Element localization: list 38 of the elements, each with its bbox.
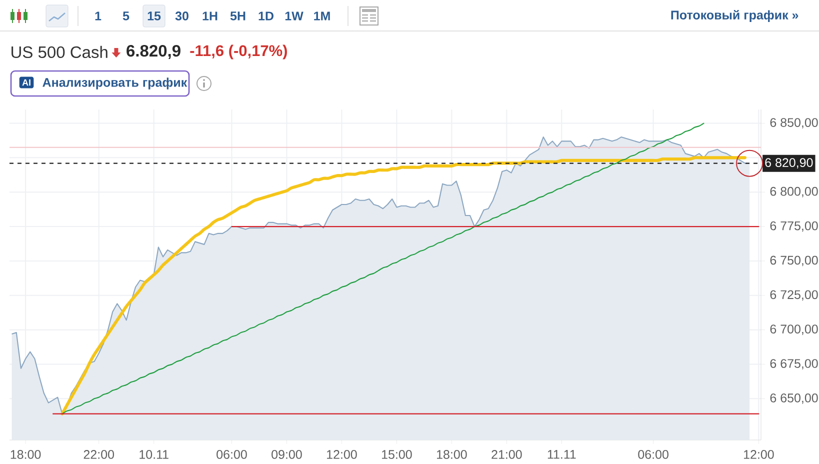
text: 15 [148,12,161,20]
text: 5H [230,12,246,20]
x-tick-label: 06:00 [638,450,668,459]
text: 1W [285,12,304,20]
line-series [60,156,746,416]
y-tick-label: 6 850,00 [770,118,818,128]
y-tick-label: 6 725,00 [770,290,818,301]
ref-line-label: 6 820,90 [765,158,813,169]
x-tick-label: 11.11 [548,450,576,459]
y-tick-label: 6 650,00 [770,393,818,404]
y-tick-label: 6 775,00 [770,221,818,232]
x-tick-label: 12:00 [327,450,357,459]
x-tick-label: 06:00 [216,450,247,459]
x-tick-label: 21:00 [492,450,522,459]
text: -11,6 (-0,17%) [190,44,287,60]
x-tick-label: 15:00 [382,450,412,459]
y-tick-label: 6 800,00 [770,186,818,198]
text: Анализировать график [42,78,188,90]
x-tick-label: 22:00 [84,450,114,459]
x-tick-label: 12:00 [744,450,774,459]
text: 1D [258,12,274,20]
chart-subtitle: 6.820,9 [126,44,180,60]
text: AI [22,79,30,86]
y-tick-label: 6 675,00 [770,359,818,370]
x-tick-label: 10.11 [140,450,168,459]
x-tick-label: 18:00 [10,450,41,459]
chart-title: US 500 Cash [12,46,108,58]
y-tick-label: 6 700,00 [770,324,818,335]
x-tick-label: 18:00 [437,450,467,459]
y-tick-label: 6 750,00 [770,256,818,266]
line-series [62,122,704,414]
text: 1M [314,12,330,20]
text: 1 [95,12,102,20]
text: 30 [175,12,188,20]
text: Потоковый график » [671,10,798,22]
text: 5 [122,12,130,20]
text: 1H [202,12,218,20]
x-tick-label: 09:00 [272,450,302,459]
